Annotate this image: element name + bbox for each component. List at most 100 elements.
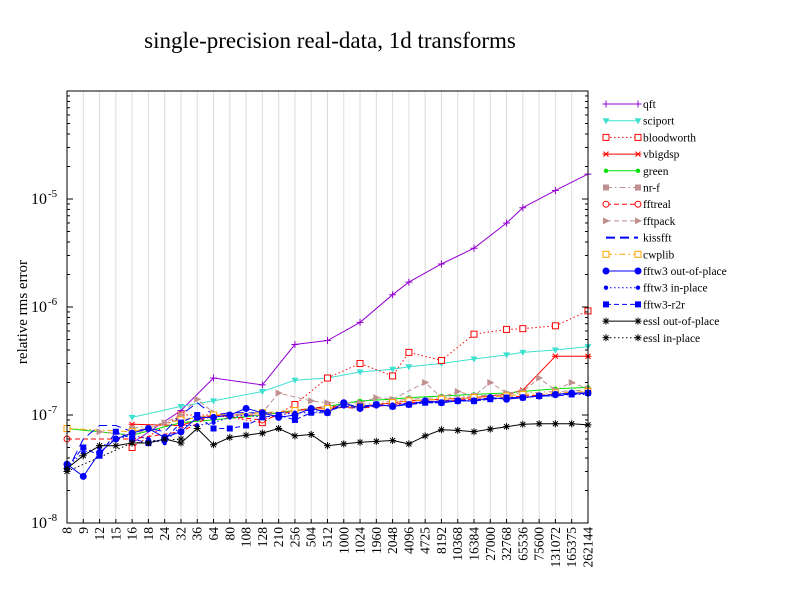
data-point — [389, 437, 397, 445]
data-point — [437, 260, 445, 268]
data-point — [291, 377, 299, 384]
x-tick-label: 64 — [206, 527, 221, 541]
series-line-fftw3-in-place — [66, 393, 588, 468]
legend-marker — [635, 168, 641, 173]
data-point — [259, 414, 266, 421]
legend-marker — [634, 250, 642, 258]
x-tick-label: 108 — [239, 527, 254, 548]
data-point — [258, 429, 266, 437]
legend-marker — [634, 200, 642, 208]
data-point — [486, 425, 494, 433]
legend-marker — [634, 100, 642, 108]
data-point — [389, 372, 397, 380]
data-point — [275, 424, 283, 432]
data-point — [275, 389, 283, 397]
data-point — [356, 438, 364, 446]
x-tick-label: 16 — [125, 527, 140, 541]
legend-marker — [603, 301, 609, 308]
data-point — [470, 330, 478, 338]
x-tick-label: 18 — [141, 527, 156, 541]
legend-label: bloodworth — [643, 132, 696, 144]
legend-item: green — [603, 166, 669, 178]
data-point — [551, 322, 559, 330]
data-point — [356, 369, 364, 376]
data-point — [177, 439, 185, 447]
data-point — [307, 430, 315, 438]
data-point — [405, 278, 413, 286]
data-point — [340, 440, 348, 448]
data-point — [194, 412, 201, 418]
data-point — [487, 378, 495, 386]
series-line-green — [66, 386, 589, 436]
data-point — [470, 356, 478, 363]
y-tick-exponent: -8 — [48, 512, 58, 524]
legend-marker — [602, 151, 610, 157]
legend-marker — [602, 250, 610, 258]
data-point — [226, 433, 234, 441]
x-tick-label: 256 — [287, 527, 302, 548]
x-tick-label: 32 — [173, 527, 188, 541]
data-point — [308, 397, 316, 405]
legend-label: essl out-of-place — [643, 316, 719, 328]
legend-item: bloodworth — [602, 132, 696, 144]
y-axis-label: relative rms error — [15, 260, 31, 364]
data-point — [422, 399, 429, 406]
data-point — [96, 442, 104, 450]
legend-item: essl out-of-place — [602, 316, 719, 328]
data-point — [568, 391, 575, 398]
data-point — [193, 424, 201, 432]
data-point — [421, 432, 429, 440]
data-point — [243, 422, 250, 429]
data-point — [96, 428, 104, 436]
x-tick-label: 2048 — [385, 527, 400, 554]
legend-marker — [603, 168, 609, 173]
legend-label: sciport — [643, 116, 675, 128]
data-point — [242, 404, 250, 412]
x-tick-label: 4096 — [401, 527, 416, 554]
data-point — [79, 452, 87, 460]
data-point — [112, 428, 119, 435]
legend-item: fftreal — [602, 199, 671, 211]
data-point — [503, 394, 510, 401]
data-point — [357, 403, 364, 410]
x-tick-label: 75600 — [532, 527, 547, 561]
data-point — [503, 219, 511, 227]
data-point — [437, 356, 445, 364]
data-point — [405, 440, 413, 448]
data-point — [308, 409, 315, 416]
data-point — [177, 403, 185, 410]
y-tick-exponent: -7 — [48, 404, 58, 416]
data-point — [128, 439, 136, 447]
data-point — [275, 412, 282, 418]
data-point — [210, 398, 218, 405]
legend-marker — [602, 267, 610, 275]
legend-item: vbigdsp — [602, 149, 680, 161]
data-point — [79, 472, 87, 480]
legend-label: fftreal — [643, 199, 671, 211]
legend-label: nr-f — [643, 183, 660, 195]
data-point — [323, 374, 331, 382]
data-point — [177, 419, 184, 426]
data-point — [80, 444, 87, 451]
legend-label: fftw3 in-place — [643, 283, 708, 295]
data-point — [438, 399, 445, 406]
data-point — [519, 325, 527, 333]
legend-marker — [634, 267, 642, 275]
x-tick-label: 210 — [271, 527, 286, 548]
x-axis-ticks: 8 9 12 15 16 18 24 32 36 64 80 108 128 210 256 504 512 10… — [60, 519, 595, 568]
data-point — [129, 435, 136, 442]
data-point — [291, 432, 299, 440]
data-point — [324, 399, 332, 407]
legend-label: fftw3-r2r — [643, 299, 685, 311]
legend-item: kissfft — [606, 233, 672, 245]
data-point — [113, 436, 119, 442]
data-point — [372, 437, 380, 445]
data-point — [258, 389, 266, 396]
legend-item: fftw3-r2r — [603, 299, 685, 311]
data-point — [568, 378, 576, 386]
legend-label: essl in-place — [643, 333, 700, 345]
data-point — [323, 336, 331, 344]
x-tick-label: 9 — [76, 527, 91, 534]
x-tick-label: 128 — [255, 527, 270, 548]
